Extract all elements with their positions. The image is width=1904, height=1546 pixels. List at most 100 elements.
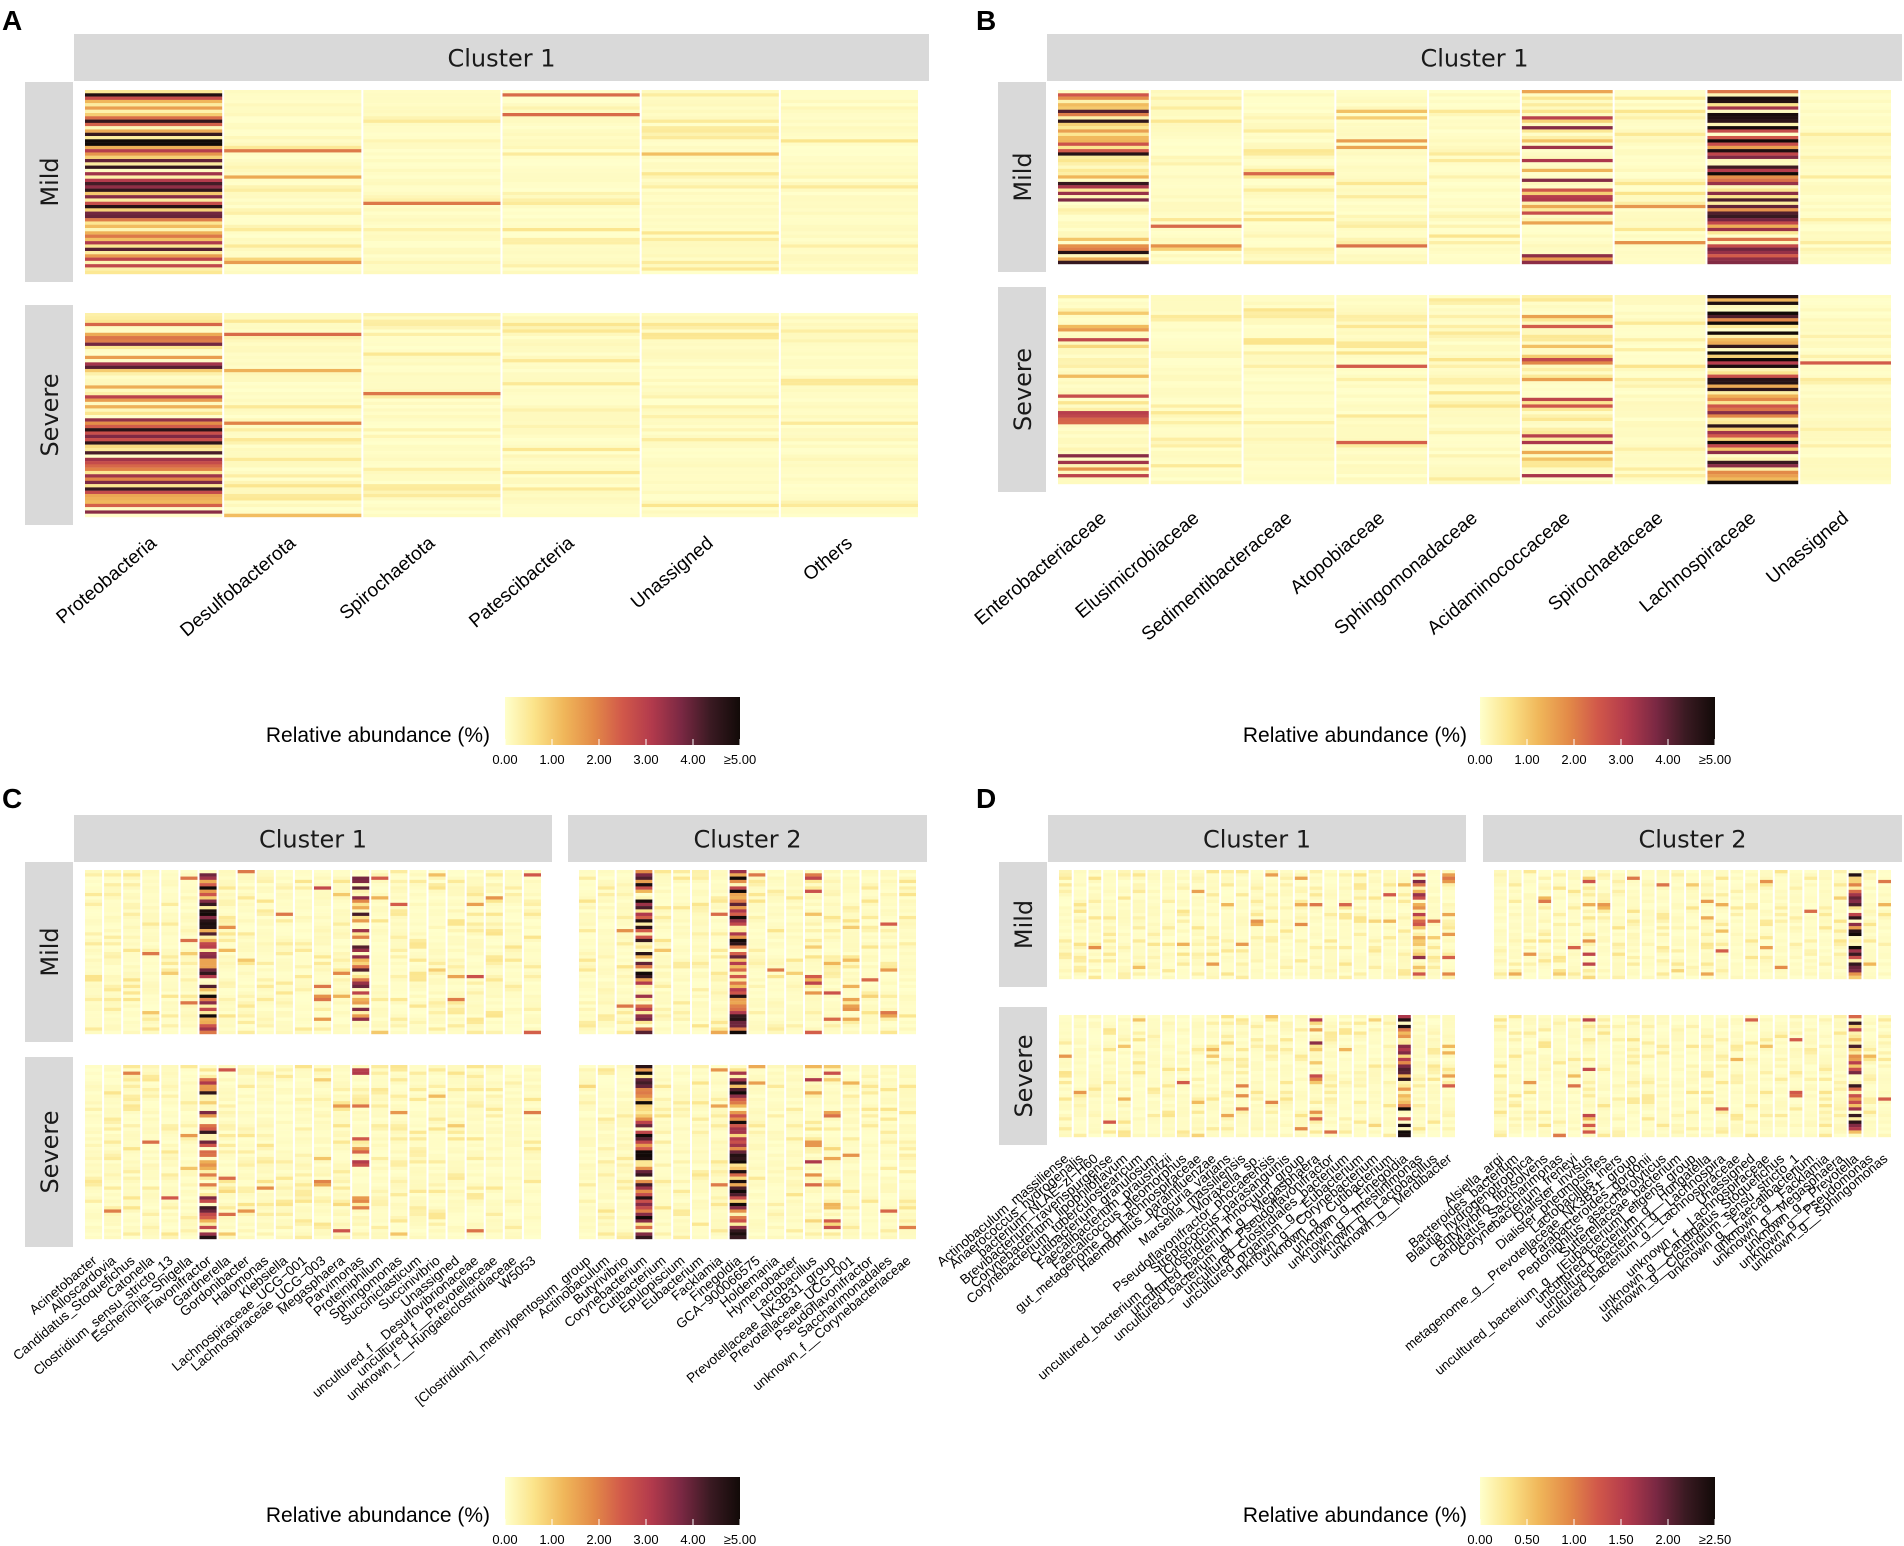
heatmap-cell [409, 1014, 427, 1018]
heatmap-cell [1150, 185, 1242, 189]
heatmap-cell [805, 942, 822, 946]
heatmap-cell [1707, 155, 1799, 160]
heatmap-cell [352, 935, 370, 940]
heatmap-cell [218, 1202, 236, 1207]
heatmap-cell [597, 1030, 615, 1035]
heatmap-cell [180, 906, 198, 910]
heatmap-cell [199, 1196, 217, 1200]
heatmap-cell [371, 1176, 389, 1181]
heatmap-cell [767, 925, 785, 930]
heatmap-cell [314, 1166, 332, 1171]
heatmap-cell [371, 1212, 389, 1217]
heatmap-cell [1336, 367, 1428, 372]
heatmap-cell [390, 1179, 408, 1184]
heatmap-cell [104, 1222, 122, 1227]
heatmap-cell [1800, 231, 1891, 235]
heatmap-cell [466, 915, 484, 920]
heatmap-cell [1521, 237, 1613, 242]
heatmap-cell [142, 1206, 160, 1210]
heatmap-cell [161, 1216, 179, 1220]
heatmap-cell [729, 1030, 747, 1035]
heatmap-cell [363, 234, 501, 239]
heatmap-cell [641, 208, 779, 212]
heatmap-cell [275, 961, 293, 966]
heatmap-cell [237, 919, 255, 923]
heatmap-cell [294, 915, 312, 920]
heatmap-cell [333, 988, 351, 992]
heatmap-cell [729, 961, 747, 966]
heatmap-cell [314, 892, 332, 897]
heatmap-cell [333, 870, 351, 874]
heatmap-cell [390, 1004, 408, 1008]
heatmap-cell [692, 981, 709, 985]
heatmap-cell [218, 876, 236, 881]
heatmap-cell [786, 945, 803, 949]
heatmap-cell [390, 1222, 408, 1227]
heatmap-cell [256, 965, 274, 969]
heatmap-cell [85, 1120, 103, 1125]
heatmap-cell [692, 938, 709, 943]
heatmap-cell [180, 1229, 198, 1233]
heatmap-cell [224, 178, 362, 183]
heatmap-cell [371, 988, 389, 992]
heatmap-cell [1058, 457, 1149, 461]
heatmap-cell [1614, 450, 1706, 455]
heatmap-cell [199, 1117, 217, 1122]
heatmap-cell [447, 1133, 465, 1138]
heatmap-cell [314, 1091, 332, 1095]
heatmap-cell [85, 503, 223, 508]
heatmap-cell [504, 1027, 522, 1031]
heatmap-column [1150, 90, 1242, 265]
heatmap-cell [641, 454, 779, 458]
heatmap-cell [85, 1183, 103, 1187]
heatmap-cell [485, 889, 503, 894]
heatmap-cell [767, 899, 785, 903]
heatmap-cell [363, 362, 501, 366]
heatmap-cell [161, 906, 179, 910]
heatmap-cell [1800, 394, 1891, 398]
heatmap-cell [673, 991, 690, 995]
heatmap-cell [1336, 411, 1428, 415]
heatmap-cell [224, 247, 362, 252]
heatmap-cell [314, 1186, 332, 1190]
heatmap-cell [352, 1101, 370, 1105]
heatmap-cell [294, 1186, 312, 1190]
heatmap-cell [314, 1078, 332, 1082]
heatmap-cell [523, 1024, 541, 1028]
heatmap-cell [363, 391, 501, 396]
heatmap-cell [502, 195, 640, 199]
x-tick-label: Desulfobacterota [176, 532, 300, 641]
heatmap-cell [780, 247, 918, 252]
heatmap-cell [218, 1232, 236, 1236]
heatmap-cell [428, 1027, 446, 1031]
heatmap-cell [180, 925, 198, 930]
heatmap-cell [275, 1020, 293, 1025]
heatmap-cell [673, 896, 690, 900]
heatmap-cell [466, 1173, 484, 1177]
heatmap-cell [85, 185, 223, 189]
heatmap-cell [1429, 175, 1520, 179]
heatmap-cell [485, 1001, 503, 1005]
heatmap-cell [1429, 480, 1520, 485]
heatmap-cell [409, 1147, 427, 1151]
heatmap-cell [1150, 417, 1242, 422]
heatmap-cell [314, 1011, 332, 1015]
heatmap-cell [597, 938, 615, 943]
heatmap-cell [428, 1101, 446, 1105]
heatmap-cell [485, 971, 503, 976]
heatmap-cell [333, 1097, 351, 1102]
heatmap-cell [428, 1222, 446, 1227]
heatmap-cell [352, 1209, 370, 1213]
heatmap-cell [616, 909, 634, 913]
heatmap-cell [1800, 387, 1891, 392]
heatmap-cell [161, 958, 179, 963]
heatmap-cell [1243, 434, 1335, 438]
heatmap-cell [218, 1094, 236, 1099]
heatmap-cell [1243, 195, 1335, 199]
heatmap-cell [142, 994, 160, 999]
heatmap-cell [85, 162, 223, 166]
heatmap-cell [654, 965, 672, 969]
heatmap-cell [786, 1027, 803, 1031]
heatmap-cell [1429, 407, 1520, 412]
heatmap-cell [161, 1071, 179, 1076]
